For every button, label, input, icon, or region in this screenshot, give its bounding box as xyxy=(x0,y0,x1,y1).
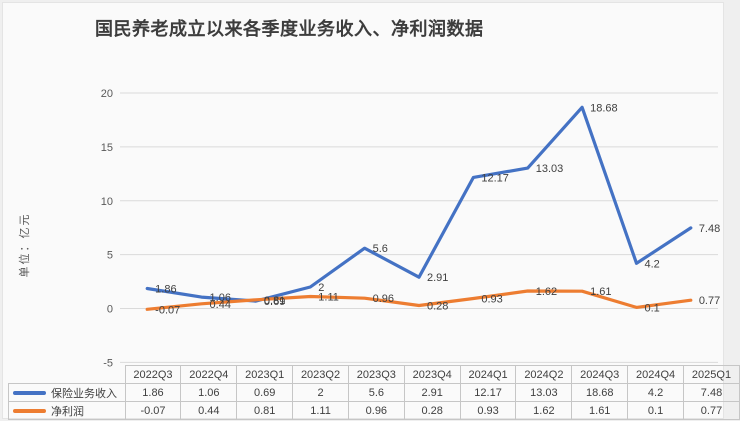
y-tick-label: 5 xyxy=(107,250,113,262)
data-label: 1.06 xyxy=(210,292,231,304)
data-label: -0.07 xyxy=(155,304,180,316)
value-cell: 0.28 xyxy=(403,401,461,420)
data-label: 7.48 xyxy=(699,223,720,235)
value-cell: 12.17 xyxy=(459,383,517,402)
value-cell: 2 xyxy=(292,383,349,402)
value-cell: 1.11 xyxy=(292,401,349,420)
data-label: 0.93 xyxy=(481,293,502,305)
y-tick-label: 15 xyxy=(101,142,113,154)
data-label: 0.28 xyxy=(427,300,448,312)
series-line xyxy=(145,105,693,303)
series-line xyxy=(145,289,693,311)
y-tick-label: 0 xyxy=(107,304,113,316)
quarter-header-cell: 2023Q1 xyxy=(236,365,294,384)
data-label: 0.1 xyxy=(644,302,659,314)
value-cell: 1.62 xyxy=(515,401,573,420)
value-cell: 2.91 xyxy=(403,383,461,402)
quarter-header-cell: 2024Q2 xyxy=(515,365,573,384)
chart-title: 国民养老成立以来各季度业务收入、净利润数据 xyxy=(95,19,484,39)
value-cell: 4.2 xyxy=(627,383,684,402)
data-label: 0.69 xyxy=(264,296,285,308)
quarter-header-cell: 2023Q2 xyxy=(292,365,349,384)
value-cell: 0.44 xyxy=(180,401,238,420)
legend-cell: 保险业务收入 xyxy=(8,383,126,402)
data-label: 4.2 xyxy=(644,258,659,270)
value-cell: 5.6 xyxy=(347,383,405,402)
data-label: 0.96 xyxy=(373,293,394,305)
legend-line-swatch xyxy=(13,390,46,395)
legend-cell: 净利润 xyxy=(8,401,126,420)
legend-line-swatch xyxy=(13,408,46,413)
data-table: 2022Q3 2022Q4 2023Q1 2023Q2 2023Q3 2023Q4 2024… xyxy=(8,365,740,420)
value-cell: -0.07 xyxy=(124,401,182,420)
y-tick-label: -5 xyxy=(103,357,113,369)
data-label: 0.77 xyxy=(699,295,720,307)
table-corner-cell xyxy=(8,365,126,384)
value-cell: 0.69 xyxy=(236,383,294,402)
quarter-header-cell: 2023Q4 xyxy=(403,365,461,384)
value-cell: 7.48 xyxy=(683,383,740,402)
value-cell: 1.06 xyxy=(180,383,238,402)
value-cell: 0.77 xyxy=(683,401,740,420)
data-label: 13.03 xyxy=(536,163,564,175)
y-tick-label: 10 xyxy=(101,196,113,208)
data-label: 18.68 xyxy=(590,102,618,114)
value-cell: 18.68 xyxy=(571,383,629,402)
y-tick-label: 20 xyxy=(101,88,113,100)
quarter-header-cell: 2024Q3 xyxy=(571,365,629,384)
data-label: 2.91 xyxy=(427,272,448,284)
data-label: 12.17 xyxy=(481,172,509,184)
chart-frame xyxy=(2,2,724,419)
legend-series-name: 保险业务收入 xyxy=(51,387,117,400)
table-row: 保险业务收入 1.86 1.06 0.69 2 5.6 2.91 12.17 13.03 18.6… xyxy=(8,383,740,402)
quarter-header-cell: 2024Q4 xyxy=(627,365,684,384)
quarter-header-cell: 2024Q1 xyxy=(459,365,517,384)
data-label: 1.62 xyxy=(536,286,557,298)
data-label: 0.44 xyxy=(210,299,231,311)
legend-series-name: 净利润 xyxy=(51,405,84,418)
quarter-header-cell: 2022Q4 xyxy=(180,365,238,384)
data-label: 1.86 xyxy=(155,283,176,295)
value-cell: 0.81 xyxy=(236,401,294,420)
value-cell: 0.96 xyxy=(347,401,405,420)
data-label: 5.6 xyxy=(373,243,388,255)
table-row: 净利润 -0.07 0.44 0.81 1.11 0.96 0.28 0.93 1.62 1.61… xyxy=(8,401,740,420)
quarter-header-cell: 2023Q3 xyxy=(347,365,405,384)
data-label: 1.61 xyxy=(590,286,611,298)
data-label: 1.11 xyxy=(318,292,339,304)
value-cell: 1.61 xyxy=(571,401,629,420)
data-label: 0.81 xyxy=(264,295,285,307)
quarter-header-cell: 2022Q3 xyxy=(124,365,182,384)
data-label: 2 xyxy=(318,282,324,294)
value-cell: 1.86 xyxy=(124,383,182,402)
quarter-header-cell: 2025Q1 xyxy=(683,365,740,384)
value-cell: 0.93 xyxy=(459,401,517,420)
value-cell: 13.03 xyxy=(515,383,573,402)
value-cell: 0.1 xyxy=(627,401,684,420)
